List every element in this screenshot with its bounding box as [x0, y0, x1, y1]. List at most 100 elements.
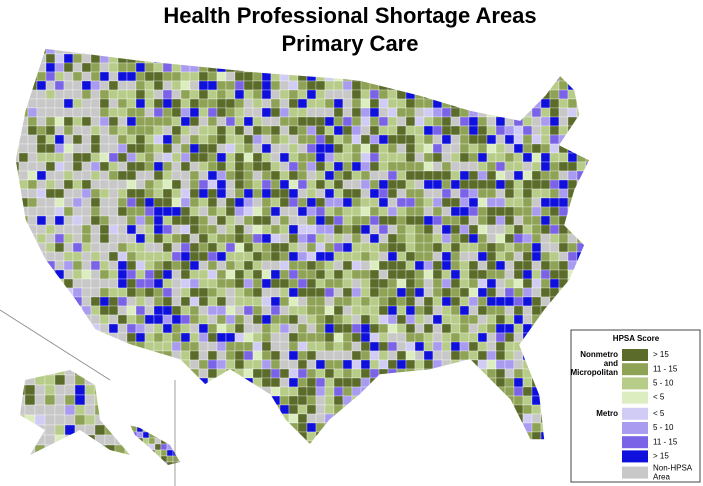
county-cell [180, 296, 191, 307]
county-cell [252, 440, 263, 445]
county-cell [495, 134, 506, 145]
county-cell [333, 386, 344, 397]
county-cell [504, 377, 515, 388]
county-cell [477, 53, 488, 64]
county-cell [15, 287, 20, 298]
county-cell [207, 48, 218, 55]
county-cell [36, 152, 47, 163]
county-cell [387, 143, 398, 154]
county-cell [198, 116, 209, 127]
county-cell [126, 305, 137, 316]
county-cell [144, 404, 155, 415]
legend-label: < 5 [653, 409, 665, 418]
county-cell [576, 314, 587, 325]
county-cell [306, 269, 317, 280]
county-cell [124, 444, 130, 455]
county-cell [468, 323, 479, 334]
county-cell [540, 80, 551, 91]
county-cell [189, 98, 200, 109]
county-cell [171, 287, 182, 298]
county-cell [117, 161, 128, 172]
county-cell [207, 323, 218, 334]
county-cell [108, 152, 119, 163]
county-cell [486, 404, 497, 415]
county-cell [351, 116, 362, 127]
county-cell [171, 197, 182, 208]
county-cell [178, 455, 180, 463]
county-cell [99, 80, 110, 91]
county-cell [504, 422, 515, 433]
county-cell [63, 152, 74, 163]
county-cell [171, 53, 182, 64]
county-cell [225, 278, 236, 289]
county-cell [270, 431, 281, 442]
county-cell [108, 125, 119, 136]
county-cell [324, 350, 335, 361]
county-cell [351, 107, 362, 118]
county-cell [414, 278, 425, 289]
county-cell [117, 431, 128, 442]
county-cell [459, 62, 470, 73]
county-cell [252, 287, 263, 298]
county-cell [54, 233, 65, 244]
county-cell [34, 374, 46, 386]
county-cell [549, 341, 560, 352]
county-cell [504, 242, 515, 253]
county-cell [360, 350, 371, 361]
county-cell [126, 404, 137, 415]
county-cell [261, 404, 272, 415]
county-cell [126, 161, 137, 172]
county-cell [405, 107, 416, 118]
county-cell [207, 152, 218, 163]
county-cell [531, 332, 542, 343]
county-cell [360, 341, 371, 352]
county-cell [450, 314, 461, 325]
county-cell [90, 350, 101, 361]
county-cell [27, 341, 38, 352]
county-cell [522, 62, 533, 73]
county-cell [522, 206, 533, 217]
county-cell [585, 80, 590, 91]
county-cell [45, 134, 56, 145]
county-cell [180, 341, 191, 352]
county-cell [405, 215, 416, 226]
county-cell [162, 53, 173, 64]
county-cell [72, 116, 83, 127]
county-cell [486, 323, 497, 334]
county-cell [486, 116, 497, 127]
county-cell [504, 125, 515, 136]
county-cell [423, 314, 434, 325]
county-cell [108, 395, 119, 406]
county-cell [558, 413, 569, 424]
county-cell [270, 197, 281, 208]
county-cell [162, 98, 173, 109]
county-cell [144, 152, 155, 163]
county-cell [90, 296, 101, 307]
county-cell [126, 80, 137, 91]
county-cell [166, 437, 174, 445]
county-cell [387, 413, 398, 424]
county-cell [423, 233, 434, 244]
county-cell [90, 179, 101, 190]
county-cell [342, 143, 353, 154]
county-cell [148, 425, 156, 433]
county-cell [81, 206, 92, 217]
county-cell [396, 233, 407, 244]
county-cell [189, 188, 200, 199]
county-cell [149, 468, 155, 474]
title-line: Primary Care [282, 31, 419, 56]
county-cell [306, 80, 317, 91]
county-cell [104, 434, 116, 446]
county-cell [414, 296, 425, 307]
county-cell [171, 143, 182, 154]
county-cell [576, 305, 587, 316]
county-cell [549, 224, 560, 235]
county-cell [405, 323, 416, 334]
county-cell [288, 98, 299, 109]
county-cell [198, 359, 209, 370]
county-cell [45, 206, 56, 217]
county-cell [130, 425, 132, 433]
county-cell [216, 48, 227, 55]
county-cell [351, 278, 362, 289]
county-cell [207, 368, 218, 379]
